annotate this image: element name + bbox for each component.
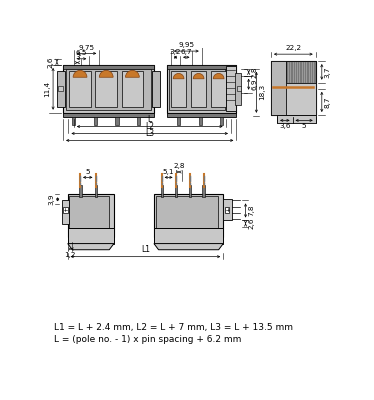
Bar bbox=[161, 185, 163, 197]
Text: L = (pole no. - 1) x pin spacing + 6.2 mm: L = (pole no. - 1) x pin spacing + 6.2 m… bbox=[54, 335, 241, 344]
Text: L1 = L + 2.4 mm, L2 = L + 7 mm, L3 = L + 13.5 mm: L1 = L + 2.4 mm, L2 = L + 7 mm, L3 = L +… bbox=[54, 323, 293, 332]
Bar bbox=[122, 71, 143, 106]
Bar bbox=[116, 117, 119, 125]
Bar bbox=[211, 71, 226, 106]
Bar bbox=[58, 86, 63, 91]
Bar bbox=[152, 71, 160, 106]
Text: 3,2: 3,2 bbox=[170, 48, 181, 54]
Bar bbox=[154, 228, 223, 244]
Text: 1,2: 1,2 bbox=[64, 252, 76, 258]
Text: 3: 3 bbox=[75, 54, 80, 60]
Bar bbox=[167, 65, 236, 113]
Wedge shape bbox=[73, 70, 87, 77]
Bar bbox=[62, 200, 69, 224]
Bar bbox=[66, 69, 151, 110]
Bar bbox=[79, 185, 82, 197]
Wedge shape bbox=[173, 74, 184, 79]
Bar bbox=[57, 71, 65, 106]
Bar bbox=[63, 65, 154, 69]
Text: L3: L3 bbox=[145, 129, 154, 138]
Bar bbox=[220, 117, 223, 125]
Bar bbox=[63, 207, 68, 213]
Bar bbox=[69, 196, 109, 234]
Bar bbox=[137, 117, 140, 125]
Bar bbox=[191, 71, 206, 106]
Bar bbox=[235, 73, 241, 105]
Bar bbox=[226, 66, 236, 111]
Text: 11,4: 11,4 bbox=[44, 81, 50, 97]
Text: 6,9: 6,9 bbox=[252, 78, 258, 90]
Wedge shape bbox=[99, 70, 113, 77]
Bar bbox=[171, 71, 186, 106]
Bar bbox=[68, 228, 114, 244]
Text: 3,9: 3,9 bbox=[49, 194, 55, 205]
Bar bbox=[95, 71, 117, 106]
Text: 5: 5 bbox=[302, 123, 306, 129]
Bar bbox=[95, 185, 97, 197]
Bar bbox=[63, 65, 154, 113]
Text: 5: 5 bbox=[85, 169, 90, 175]
Bar bbox=[223, 199, 233, 220]
Bar bbox=[156, 196, 218, 234]
Bar bbox=[154, 194, 223, 238]
Text: 7,8: 7,8 bbox=[249, 205, 255, 216]
Bar bbox=[277, 115, 316, 123]
Bar bbox=[167, 65, 236, 69]
Bar bbox=[225, 207, 229, 213]
Text: 18,3: 18,3 bbox=[260, 84, 266, 100]
Bar bbox=[199, 117, 202, 125]
Text: 6,5: 6,5 bbox=[76, 50, 87, 56]
Polygon shape bbox=[154, 244, 223, 250]
Bar bbox=[167, 113, 236, 117]
Text: 2,8: 2,8 bbox=[252, 66, 258, 78]
Bar bbox=[286, 83, 316, 115]
Text: 2,6: 2,6 bbox=[48, 56, 54, 68]
Bar bbox=[69, 71, 91, 106]
Text: 8,7: 8,7 bbox=[325, 96, 331, 108]
Text: L1: L1 bbox=[141, 245, 150, 254]
Wedge shape bbox=[125, 70, 139, 77]
Text: 2,6: 2,6 bbox=[249, 218, 255, 229]
Text: L: L bbox=[148, 115, 152, 124]
Bar bbox=[175, 185, 177, 197]
Text: 3,7: 3,7 bbox=[325, 66, 331, 78]
Bar bbox=[271, 61, 316, 115]
Bar bbox=[237, 86, 241, 91]
Polygon shape bbox=[68, 244, 114, 250]
Wedge shape bbox=[213, 74, 224, 79]
Bar bbox=[68, 194, 114, 238]
Bar bbox=[169, 69, 225, 110]
Text: 9,95: 9,95 bbox=[178, 42, 194, 48]
Text: 6,7: 6,7 bbox=[181, 48, 192, 54]
Text: 9,75: 9,75 bbox=[79, 45, 95, 51]
Wedge shape bbox=[193, 74, 204, 79]
Bar bbox=[72, 117, 76, 125]
Bar bbox=[188, 185, 191, 197]
Text: 22,2: 22,2 bbox=[285, 46, 301, 52]
Text: L2: L2 bbox=[145, 122, 154, 131]
Text: 5,1: 5,1 bbox=[163, 169, 174, 175]
Bar bbox=[63, 113, 154, 117]
Bar bbox=[94, 117, 97, 125]
Text: 3,6: 3,6 bbox=[279, 123, 291, 129]
Bar bbox=[202, 185, 205, 197]
Bar bbox=[271, 61, 286, 115]
Bar bbox=[286, 61, 316, 83]
Text: 2,8: 2,8 bbox=[173, 163, 185, 169]
Bar bbox=[177, 117, 180, 125]
